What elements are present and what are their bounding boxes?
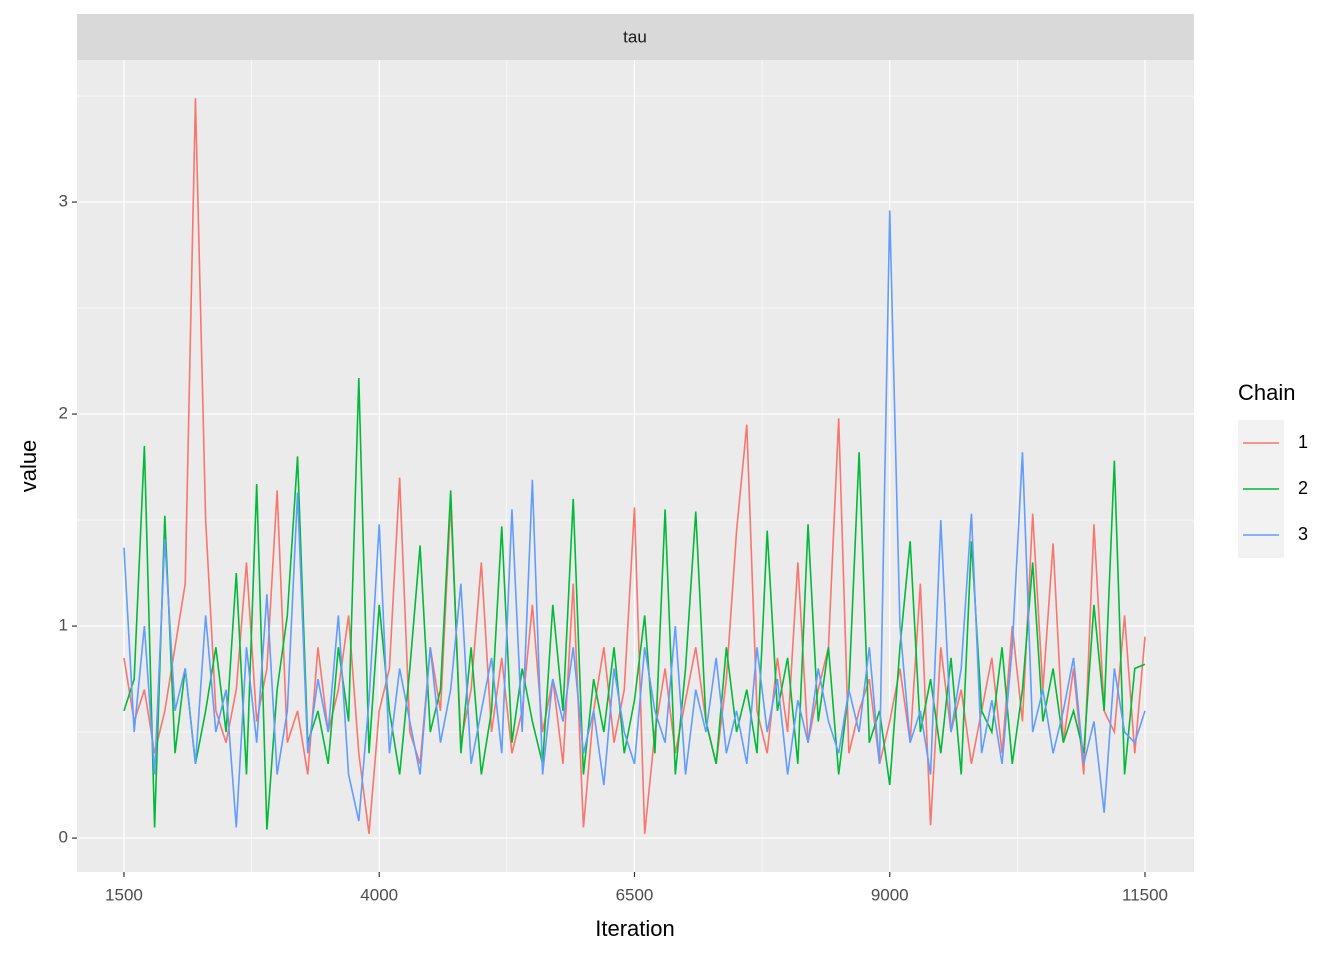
y-axis-title: value (16, 440, 41, 493)
legend-label: 2 (1298, 478, 1308, 498)
y-tick-label: 3 (59, 192, 68, 211)
facet-strip (77, 14, 1194, 60)
grid (77, 60, 1194, 872)
legend-title: Chain (1238, 380, 1295, 405)
y-tick-label: 0 (59, 828, 68, 847)
trace-line (123, 210, 1146, 828)
y-tick-label: 1 (59, 616, 68, 635)
legend-label: 1 (1298, 432, 1308, 452)
legend-label: 3 (1298, 524, 1308, 544)
traces (123, 98, 1146, 834)
trace-line (123, 98, 1146, 834)
x-tick-label: 9000 (871, 885, 909, 904)
x-tick-label: 1500 (105, 885, 143, 904)
x-tick-label: 11500 (1122, 885, 1168, 904)
y-tick-label: 2 (59, 404, 68, 423)
x-tick-label: 4000 (360, 885, 398, 904)
panel (77, 60, 1194, 872)
legend: Chain 1 2 3 (1238, 380, 1308, 558)
axes: 0 1 2 3 1500 4000 6500 9000 11500 (59, 192, 1168, 905)
x-tick-label: 6500 (616, 885, 654, 904)
facet-label: tau (623, 27, 647, 46)
x-axis-title: Iteration (595, 916, 675, 941)
